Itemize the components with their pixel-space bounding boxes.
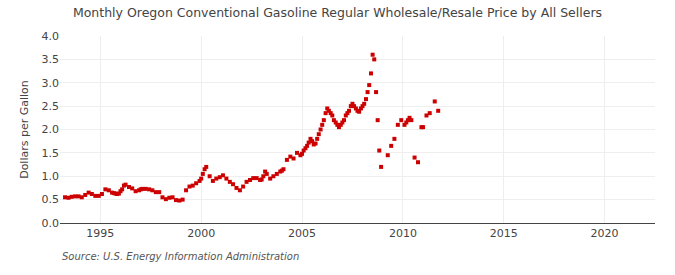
svg-text:2.5: 2.5 [42,100,60,113]
svg-text:2000: 2000 [187,227,215,240]
svg-text:Dollars per Gallon: Dollars per Gallon [18,80,31,179]
svg-text:3.5: 3.5 [42,53,60,66]
svg-text:2015: 2015 [490,227,518,240]
svg-text:2010: 2010 [389,227,417,240]
svg-text:0.0: 0.0 [42,217,60,230]
svg-text:2005: 2005 [288,227,316,240]
svg-text:1995: 1995 [86,227,114,240]
svg-text:Monthly Oregon Conventional Ga: Monthly Oregon Conventional Gasoline Reg… [73,5,602,20]
svg-text:4.0: 4.0 [42,30,60,43]
svg-text:0.5: 0.5 [42,193,60,206]
svg-text:2.0: 2.0 [42,123,60,136]
svg-text:1.0: 1.0 [42,170,60,183]
svg-text:1.5: 1.5 [42,147,60,160]
svg-text:2020: 2020 [591,227,619,240]
svg-text:3.0: 3.0 [42,77,60,90]
svg-text:Source: U.S. Energy Informatio: Source: U.S. Energy Information Administ… [62,251,299,262]
